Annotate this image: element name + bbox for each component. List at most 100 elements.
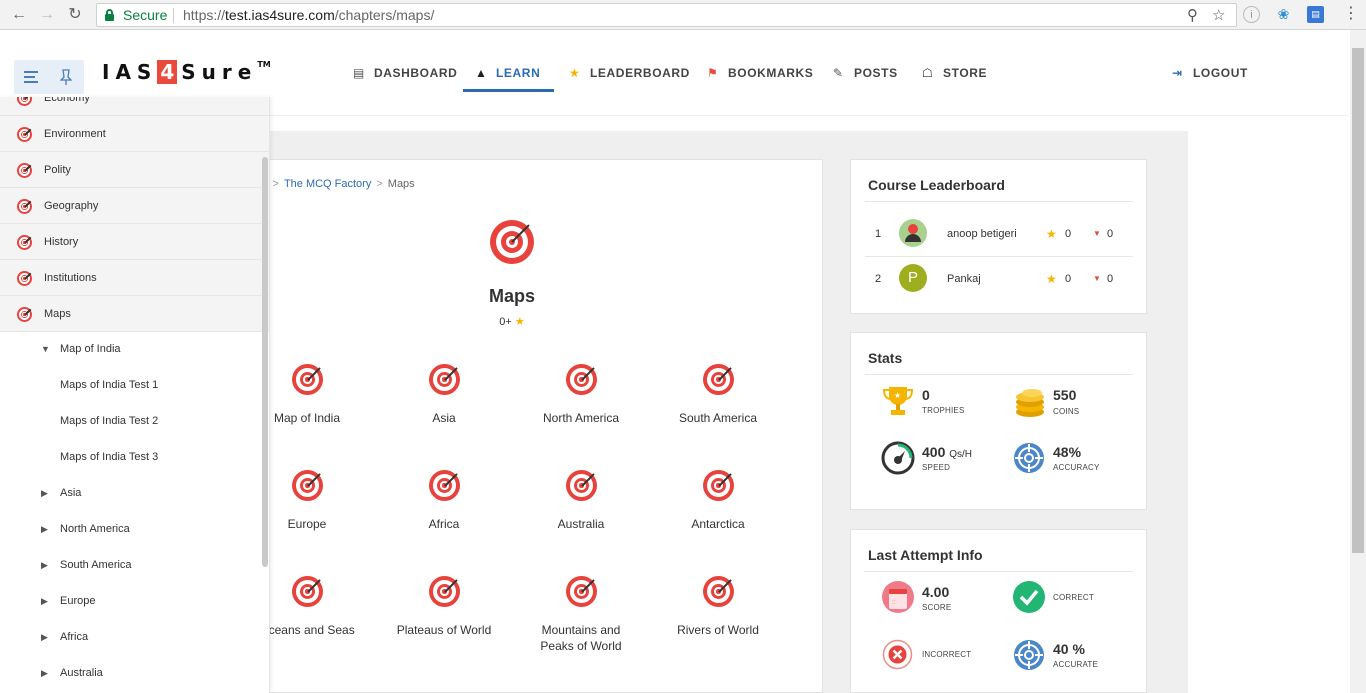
ias4sure-logo[interactable]: IAS 4 SureTM xyxy=(102,60,271,84)
sidebar-item-label: Institutions xyxy=(44,272,97,284)
sidebar-test-1[interactable]: Maps of India Test 1 xyxy=(0,367,269,403)
reader-extension-icon[interactable]: ▤ xyxy=(1307,6,1324,23)
leaderboard-name[interactable]: anoop betigeri xyxy=(947,228,1017,240)
nav-store[interactable]: ☖ STORE xyxy=(922,66,987,92)
stat-trophies-value: 0 xyxy=(922,387,930,403)
topic-tile[interactable]: Plateaus of World xyxy=(379,574,509,664)
sidebar-item-geography[interactable]: Geography xyxy=(0,188,269,224)
sidebar-item-label: Geography xyxy=(44,200,99,212)
zoom-icon[interactable]: ⚲ xyxy=(1187,7,1198,24)
nav-dashboard[interactable]: ▤ DASHBOARD xyxy=(353,66,457,92)
globe-extension-icon[interactable]: ❀ xyxy=(1277,6,1290,22)
nav-posts[interactable]: ✎ POSTS xyxy=(833,66,898,92)
pin-icon[interactable] xyxy=(60,69,72,85)
menu-toggle-icon[interactable] xyxy=(24,71,40,83)
target-icon xyxy=(429,576,460,607)
topic-tile[interactable]: Africa xyxy=(379,468,509,558)
sidebar-scrollbar[interactable] xyxy=(262,157,268,567)
bookmark-star-icon[interactable]: ☆ xyxy=(1212,7,1226,24)
sidebar-sub-south-america[interactable]: ▶ South America xyxy=(0,547,269,583)
sidebar-item-environment[interactable]: Environment xyxy=(0,116,269,152)
menu-kebab-icon[interactable]: ⋮ xyxy=(1343,5,1359,22)
avatar xyxy=(899,219,927,247)
topic-label: Australia xyxy=(557,517,605,531)
trophy-icon: ★ xyxy=(1046,227,1057,241)
stat-trophies-label: TROPHIES xyxy=(922,406,965,415)
nav-bookmarks[interactable]: ⚑ BOOKMARKS xyxy=(707,66,813,92)
nav-logout[interactable]: ⇥ LOGOUT xyxy=(1172,66,1248,92)
topic-label: Oceans and Seas xyxy=(259,623,355,637)
leaderboard-down: 0 xyxy=(1107,228,1114,240)
sidebar-test-3[interactable]: Maps of India Test 3 xyxy=(0,439,269,475)
posts-icon: ✎ xyxy=(833,66,844,80)
topic-tile[interactable]: Oceans and Seas xyxy=(242,574,372,664)
topic-label: Africa xyxy=(428,517,460,531)
leaderboard-trophies: 0 xyxy=(1065,228,1072,240)
topic-tile[interactable]: Mountains and Peaks of World xyxy=(516,574,646,664)
nav-dashboard-label: DASHBOARD xyxy=(374,66,458,80)
sidebar-sub-north-america[interactable]: ▶ North America xyxy=(0,511,269,547)
incorrect-cross-icon xyxy=(882,639,913,670)
target-icon xyxy=(17,307,32,322)
sidebar-sub-asia[interactable]: ▶ Asia xyxy=(0,475,269,511)
sidebar-item-economy[interactable]: Economy xyxy=(0,97,269,116)
secure-label: Secure xyxy=(123,7,168,23)
forward-icon[interactable]: → xyxy=(39,6,55,23)
target-icon xyxy=(429,470,460,501)
topic-tile[interactable]: South America xyxy=(653,362,783,452)
topic-tile[interactable]: North America xyxy=(516,362,646,452)
target-icon xyxy=(703,576,734,607)
sidebar-item-polity[interactable]: Polity xyxy=(0,152,269,188)
breadcrumb-link-mcq-factory[interactable]: The MCQ Factory xyxy=(283,178,372,190)
target-icon xyxy=(17,235,32,250)
correct-check-icon xyxy=(1013,581,1045,613)
caret-right-icon: ▶ xyxy=(41,560,48,570)
target-icon xyxy=(17,97,32,106)
accurate-label: ACCURATE xyxy=(1053,660,1099,669)
sidebar-test-label: Maps of India Test 2 xyxy=(60,415,159,427)
store-icon: ☖ xyxy=(922,66,934,80)
back-icon[interactable]: ← xyxy=(11,6,27,23)
sidebar-item-label: History xyxy=(44,236,79,248)
chapter-sidebar: Economy Environment Polity Geography History… xyxy=(0,97,270,693)
sidebar-sub-europe[interactable]: ▶ Europe xyxy=(0,583,269,619)
lock-icon xyxy=(105,9,114,21)
incorrect-label: INCORRECT xyxy=(922,650,972,659)
sidebar-item-maps[interactable]: Maps xyxy=(0,296,269,332)
page-scrollbar-thumb[interactable] xyxy=(1352,48,1364,553)
sidebar-test-label: Maps of India Test 3 xyxy=(60,451,159,463)
address-bar[interactable]: Secure https://test.ias4sure.com/chapter… xyxy=(96,3,1237,27)
nav-learn[interactable]: ▲ LEARN xyxy=(463,66,554,92)
breadcrumb-current: Maps xyxy=(387,178,415,190)
sidebar-item-history[interactable]: History xyxy=(0,224,269,260)
graduation-cap-icon: ▲ xyxy=(475,66,488,80)
nav-posts-label: POSTS xyxy=(854,66,898,80)
score-icon: :: xyxy=(882,581,914,613)
topic-tile[interactable]: Asia xyxy=(379,362,509,452)
extension-icon[interactable]: i xyxy=(1243,6,1260,23)
sidebar-sub-map-of-india[interactable]: ▼ Map of India xyxy=(0,331,269,367)
score-label: SCORE xyxy=(922,603,952,612)
sidebar-test-2[interactable]: Maps of India Test 2 xyxy=(0,403,269,439)
reload-icon[interactable]: ↻ xyxy=(68,6,82,23)
topic-tile[interactable]: Rivers of World xyxy=(653,574,783,664)
sidebar-item-label: Maps xyxy=(44,308,71,320)
breadcrumb: s>The MCQ Factory>Maps xyxy=(262,178,415,190)
chapter-target-icon xyxy=(490,220,534,264)
topic-tile[interactable]: Map of India xyxy=(242,362,372,452)
sidebar-sub-australia[interactable]: ▶ Australia xyxy=(0,655,269,691)
topic-tile[interactable]: Australia xyxy=(516,468,646,558)
sidebar-item-institutions[interactable]: Institutions xyxy=(0,260,269,296)
topic-tile[interactable]: Antarctica xyxy=(653,468,783,558)
target-icon xyxy=(17,163,32,178)
logout-icon: ⇥ xyxy=(1172,66,1183,80)
trophy-icon: ★ xyxy=(514,316,525,328)
topic-label: Plateaus of World xyxy=(396,623,492,637)
leaderboard-name[interactable]: Pankaj xyxy=(947,273,981,285)
nav-leaderboard[interactable]: ★ LEADERBOARD xyxy=(569,66,690,92)
sidebar-sub-label: Australia xyxy=(60,667,103,679)
accurate-value: 40 % xyxy=(1053,641,1085,657)
topic-tile[interactable]: Europe xyxy=(242,468,372,558)
sidebar-sub-africa[interactable]: ▶ Africa xyxy=(0,619,269,655)
bookmark-icon: ⚑ xyxy=(707,66,719,80)
